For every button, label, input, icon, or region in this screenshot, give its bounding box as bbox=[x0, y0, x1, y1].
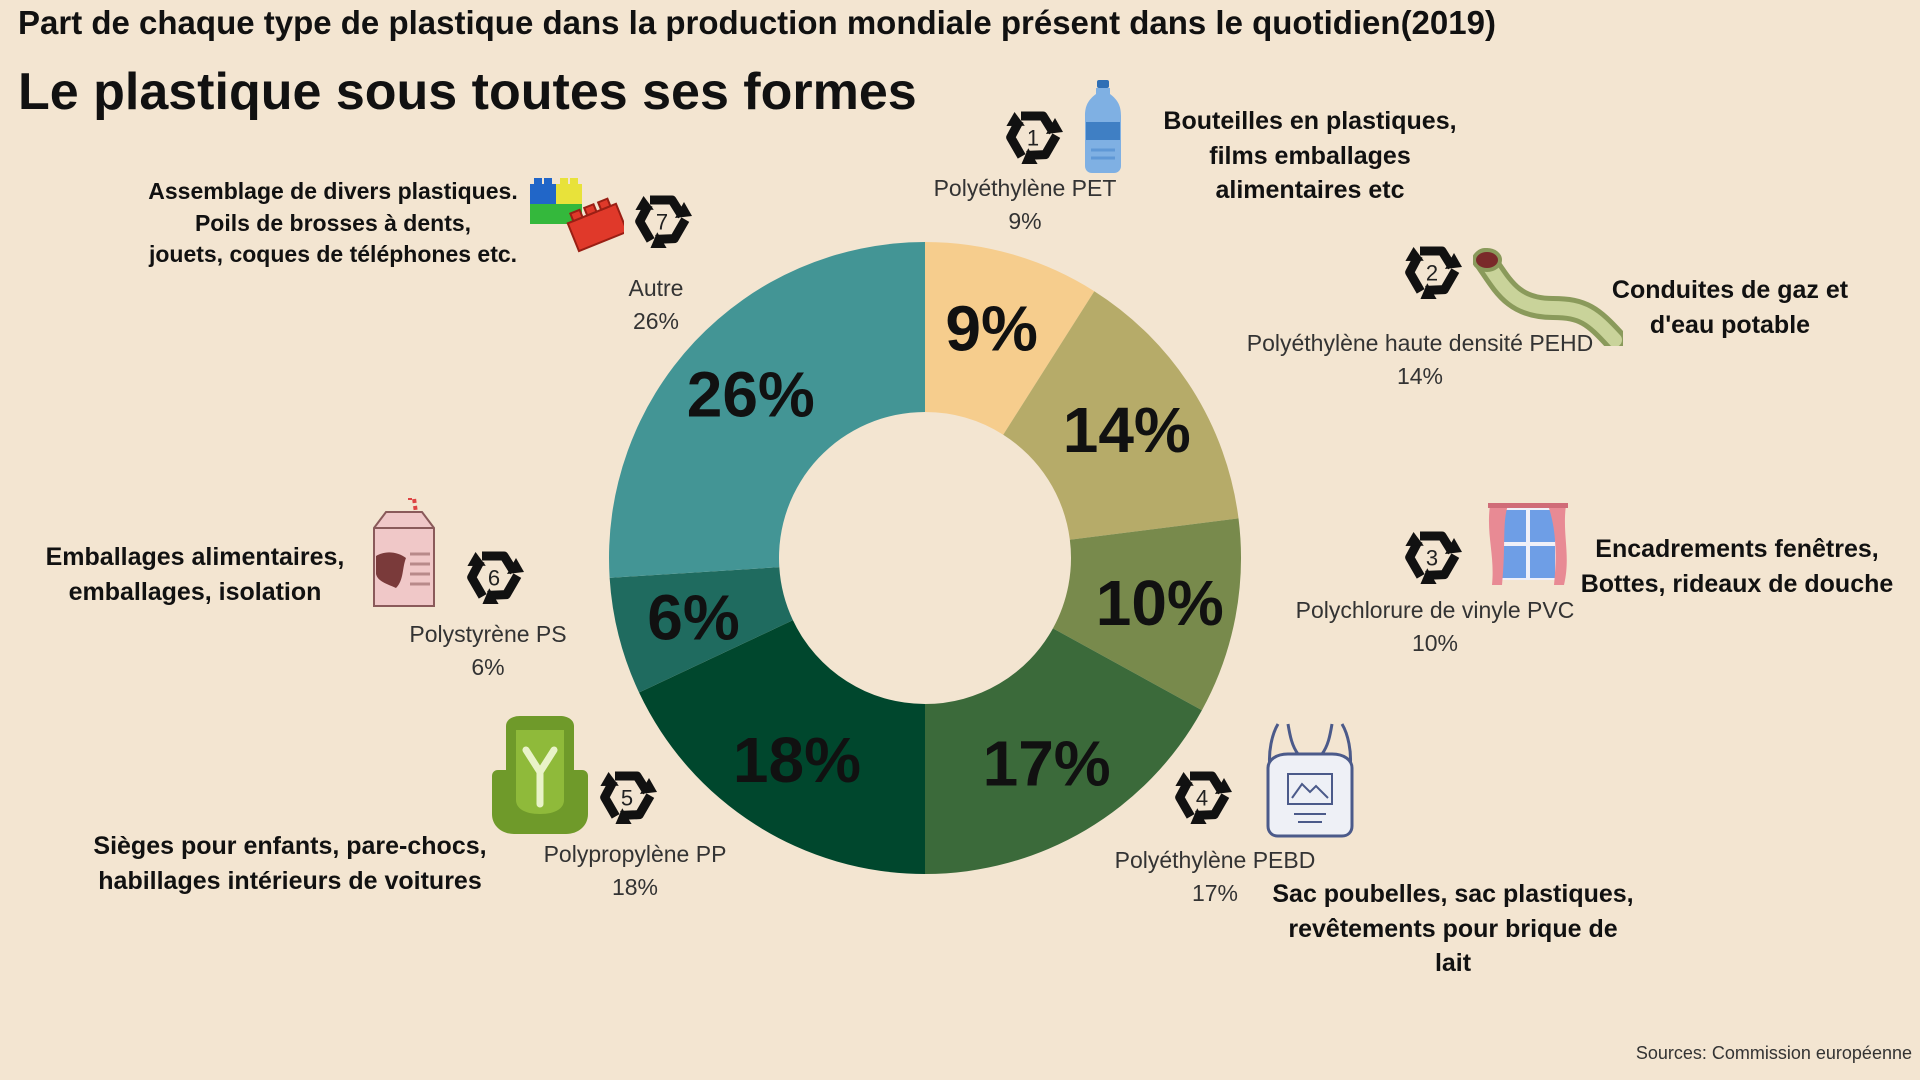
slice-data-label: 10% bbox=[1096, 567, 1224, 639]
chart-subtitle: Part de chaque type de plastique dans la… bbox=[18, 4, 1496, 41]
uses-line: Poils de brosses à dents, bbox=[194, 209, 472, 236]
slice-data-label: 9% bbox=[945, 292, 1038, 364]
legend-value: 6% bbox=[471, 654, 505, 681]
uses-line: revêtements pour brique de bbox=[1288, 914, 1618, 943]
resin-code: 7 bbox=[656, 210, 668, 235]
legend-name: Polychlorure de vinyle PVC bbox=[1295, 597, 1575, 623]
uses-line: Sac poubelles, sac plastiques, bbox=[1272, 880, 1634, 908]
recycle-icon: 2 bbox=[1405, 246, 1462, 300]
source-note: Sources: Commission européenne bbox=[1635, 1043, 1912, 1063]
uses-line: alimentaires etc bbox=[1215, 176, 1405, 204]
uses-line: lait bbox=[1434, 949, 1472, 977]
legend-label-pet: Polyéthylène PET 9% bbox=[920, 172, 1130, 239]
slice-data-label: 17% bbox=[983, 728, 1111, 800]
legend-name: Autre bbox=[628, 275, 684, 301]
resin-code: 3 bbox=[1426, 546, 1438, 571]
uses-pp: Sièges pour enfants, pare-chocs, habilla… bbox=[70, 829, 510, 898]
recycle-icon: 7 bbox=[635, 195, 692, 249]
legend-value: 14% bbox=[1396, 363, 1444, 390]
legend-name: Polyéthylène haute densité PEHD bbox=[1246, 330, 1594, 356]
recycle-icon: 1 bbox=[1006, 111, 1063, 165]
donut-slice bbox=[925, 242, 1095, 435]
legend-name: Polystyrène PS bbox=[409, 621, 567, 647]
uses-line: Assemblage de divers plastiques. bbox=[148, 178, 518, 204]
donut-slice bbox=[925, 628, 1202, 874]
legend-label-pehd: Polyéthylène haute densité PEHD 14% bbox=[1220, 327, 1620, 394]
uses-pebd: Sac poubelles, sac plastiques, revêtemen… bbox=[1258, 877, 1648, 981]
donut-slice bbox=[639, 620, 925, 874]
uses-line: habillages intérieurs de voitures bbox=[98, 866, 482, 895]
legend-name: Polypropylène PP bbox=[543, 841, 727, 867]
water-bottle-icon bbox=[1085, 80, 1121, 173]
shopping-bag-icon bbox=[1266, 723, 1354, 838]
uses-line: Emballages alimentaires, bbox=[45, 543, 345, 571]
legend-value: 18% bbox=[611, 874, 659, 901]
page-title: Le plastique sous toutes ses formes bbox=[18, 63, 917, 121]
resin-code: 5 bbox=[621, 786, 633, 811]
uses-ps: Emballages alimentaires, emballages, iso… bbox=[30, 540, 360, 609]
legend-value: 9% bbox=[1008, 208, 1042, 235]
toy-bricks-icon bbox=[530, 178, 624, 253]
resin-code: 2 bbox=[1426, 261, 1438, 286]
legend-label-pvc: Polychlorure de vinyle PVC 10% bbox=[1270, 594, 1600, 661]
window-curtain-icon bbox=[1488, 503, 1568, 585]
recycle-icon: 3 bbox=[1405, 531, 1462, 585]
resin-code: 1 bbox=[1027, 126, 1039, 151]
slice-data-label: 6% bbox=[647, 581, 740, 653]
legend-name: Polyéthylène PET bbox=[933, 175, 1117, 201]
donut-slice bbox=[609, 567, 793, 693]
legend-label-autre: Autre 26% bbox=[596, 272, 716, 339]
uses-line: Bouteilles en plastiques, bbox=[1163, 107, 1457, 135]
uses-line: films emballages bbox=[1209, 141, 1411, 170]
legend-value: 17% bbox=[1191, 880, 1239, 907]
uses-line: Bottes, rideaux de douche bbox=[1580, 569, 1894, 598]
uses-line: jouets, coques de téléphones etc. bbox=[148, 241, 518, 268]
pipe-icon bbox=[1473, 248, 1623, 346]
uses-line: Conduites de gaz et bbox=[1611, 276, 1849, 304]
legend-value: 26% bbox=[632, 308, 680, 335]
legend-name: Polyéthylène PEBD bbox=[1114, 847, 1316, 873]
milk-carton-icon bbox=[373, 498, 435, 607]
uses-autre: Assemblage de divers plastiques. Poils d… bbox=[138, 176, 528, 271]
donut-slice bbox=[1003, 291, 1239, 540]
legend-label-pp: Polypropylène PP 18% bbox=[520, 838, 750, 905]
resin-code: 4 bbox=[1196, 786, 1208, 811]
legend-value: 10% bbox=[1411, 630, 1459, 657]
resin-code: 6 bbox=[488, 566, 500, 591]
uses-line: Sièges pour enfants, pare-chocs, bbox=[93, 832, 487, 860]
recycle-icon: 6 bbox=[467, 551, 524, 605]
uses-pehd: Conduites de gaz et d'eau potable bbox=[1580, 273, 1880, 342]
recycle-icon: 4 bbox=[1175, 771, 1232, 825]
legend-label-ps: Polystyrène PS 6% bbox=[388, 618, 588, 685]
donut-slice bbox=[1052, 518, 1242, 711]
uses-pet: Bouteilles en plastiques, films emballag… bbox=[1120, 104, 1500, 208]
uses-line: d'eau potable bbox=[1649, 310, 1811, 339]
donut-slice bbox=[608, 242, 925, 578]
uses-pvc: Encadrements fenêtres, Bottes, rideaux d… bbox=[1562, 532, 1912, 601]
legend-label-pebd: Polyéthylène PEBD 17% bbox=[1090, 844, 1340, 911]
uses-line: emballages, isolation bbox=[68, 577, 322, 606]
recycle-icon: 5 bbox=[600, 771, 657, 825]
slice-data-label: 26% bbox=[687, 358, 815, 430]
uses-line: Encadrements fenêtres, bbox=[1595, 535, 1879, 563]
slice-data-label: 14% bbox=[1063, 394, 1191, 466]
slice-data-label: 18% bbox=[733, 724, 861, 796]
child-seat-icon bbox=[492, 716, 588, 834]
